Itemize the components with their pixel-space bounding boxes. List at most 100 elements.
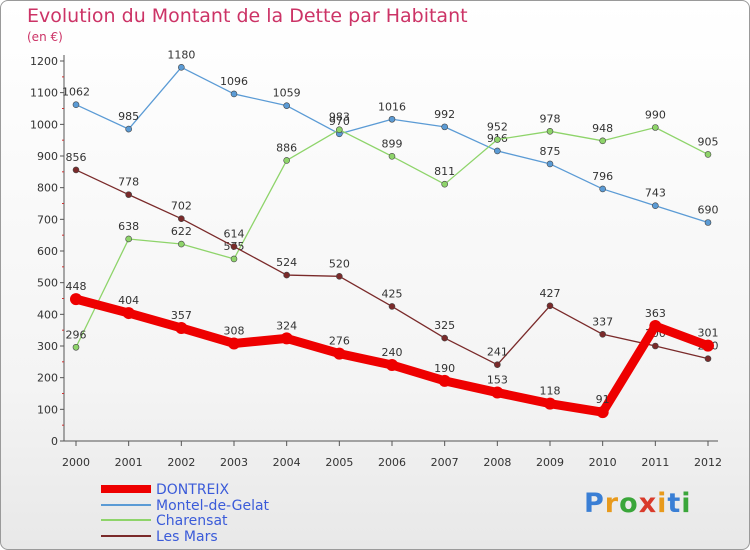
- data-point-3: [178, 215, 185, 222]
- data-point-0: [596, 406, 609, 419]
- data-label-1: 1059: [273, 87, 301, 100]
- x-tick-label: 2002: [167, 456, 195, 469]
- x-tick-label: 2012: [694, 456, 722, 469]
- data-label-3: 427: [540, 287, 561, 300]
- chart-title: Evolution du Montant de la Dette par Hab…: [27, 5, 468, 27]
- data-point-0: [649, 320, 662, 333]
- data-point-3: [125, 191, 132, 198]
- data-point-0: [333, 347, 346, 360]
- logo-letter: x: [638, 488, 658, 519]
- data-point-0: [438, 374, 451, 387]
- data-point-2: [494, 136, 501, 143]
- data-point-3: [494, 361, 501, 368]
- data-point-2: [230, 255, 238, 263]
- x-tick-label: 2000: [62, 456, 90, 469]
- chart-unit: (en €): [27, 30, 63, 44]
- logo-letter: i: [657, 488, 668, 519]
- data-label-2: 990: [645, 109, 666, 122]
- data-label-0: 357: [171, 309, 192, 322]
- data-label-0: 301: [698, 327, 719, 340]
- data-point-0: [280, 332, 293, 345]
- data-point-3: [441, 334, 448, 342]
- logo-letter: r: [604, 488, 620, 519]
- data-label-1: 1096: [220, 75, 248, 88]
- data-label-3: 856: [66, 151, 87, 164]
- data-label-3: 325: [434, 319, 455, 332]
- data-point-3: [72, 166, 80, 174]
- data-label-2: 638: [118, 220, 139, 233]
- data-label-0: 404: [118, 294, 139, 307]
- data-label-0: 91: [596, 393, 610, 406]
- legend-label-1: Montel-de-Gelat: [156, 498, 270, 514]
- logo-letter: P: [584, 488, 605, 519]
- data-point-2: [599, 137, 606, 145]
- x-tick-label: 2008: [483, 456, 511, 469]
- data-point-1: [125, 125, 132, 133]
- data-label-0: 308: [224, 324, 245, 337]
- y-tick-label: 800: [37, 182, 58, 195]
- data-label-1: 985: [118, 110, 139, 123]
- data-point-1: [599, 185, 606, 193]
- data-label-3: 337: [592, 315, 613, 328]
- data-label-2: 899: [382, 137, 403, 150]
- x-tick-label: 2004: [273, 456, 301, 469]
- logo-letter: o: [619, 488, 639, 519]
- y-tick-label: 1000: [30, 118, 58, 131]
- x-tick-label: 2003: [220, 456, 248, 469]
- data-label-0: 448: [66, 280, 87, 293]
- data-label-3: 778: [118, 176, 139, 189]
- data-label-1: 796: [592, 170, 613, 183]
- data-point-1: [441, 123, 448, 131]
- data-point-1: [230, 90, 238, 98]
- data-label-0: 363: [645, 307, 666, 320]
- data-point-1: [72, 101, 80, 108]
- y-tick-label: 700: [37, 213, 58, 226]
- data-label-1: 1062: [62, 86, 90, 99]
- data-label-0: 324: [276, 319, 297, 332]
- data-label-0: 190: [434, 362, 455, 375]
- data-point-3: [546, 302, 554, 310]
- data-point-2: [72, 343, 80, 351]
- data-label-3: 241: [487, 346, 508, 359]
- data-point-2: [125, 235, 132, 243]
- data-label-2: 948: [592, 122, 613, 135]
- data-point-1: [494, 147, 501, 155]
- data-label-3: 702: [171, 200, 192, 213]
- data-label-1: 690: [698, 204, 719, 217]
- data-label-1: 992: [434, 108, 455, 121]
- data-label-0: 276: [329, 335, 350, 348]
- x-tick-label: 2006: [378, 456, 406, 469]
- data-label-3: 614: [224, 228, 245, 241]
- y-tick-label: 300: [37, 340, 58, 353]
- data-point-0: [122, 307, 135, 320]
- data-point-0: [544, 397, 556, 410]
- data-point-2: [388, 153, 396, 160]
- x-tick-label: 2009: [536, 456, 564, 469]
- x-tick-label: 2010: [589, 456, 617, 469]
- legend-label-2: Charensat: [156, 513, 228, 529]
- y-tick-label: 200: [37, 372, 58, 385]
- data-label-3: 425: [382, 287, 403, 300]
- data-point-0: [70, 293, 82, 306]
- x-tick-label: 2007: [431, 456, 459, 469]
- data-point-0: [228, 337, 240, 350]
- logo-letter: t: [667, 488, 682, 519]
- x-tick-label: 2005: [325, 456, 353, 469]
- data-point-3: [704, 355, 712, 362]
- data-point-2: [283, 157, 290, 164]
- data-point-1: [283, 102, 290, 109]
- y-tick-label: 600: [37, 245, 58, 258]
- data-point-2: [704, 151, 712, 158]
- y-tick-label: 400: [37, 308, 58, 321]
- proxiti-logo: Proxiti: [584, 488, 692, 519]
- data-point-3: [283, 271, 290, 279]
- data-label-1: 875: [540, 145, 561, 158]
- legend-label-3: Les Mars: [156, 529, 218, 545]
- data-label-1: 1180: [167, 48, 195, 61]
- data-label-2: 952: [487, 121, 508, 134]
- data-point-2: [336, 126, 343, 134]
- data-point-1: [652, 202, 659, 210]
- y-tick-label: 100: [37, 403, 58, 416]
